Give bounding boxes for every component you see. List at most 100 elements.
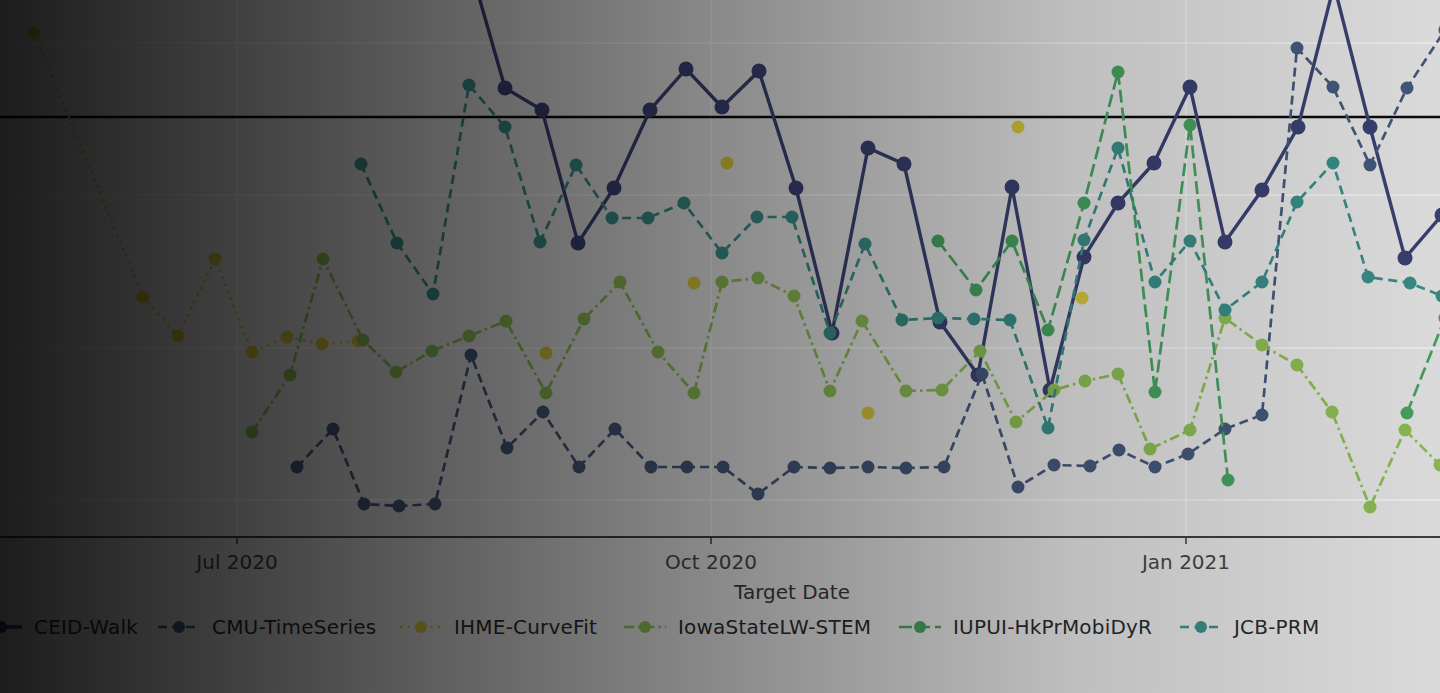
legend-label: CMU-TimeSeries bbox=[212, 615, 377, 639]
series-marker-IowaStateLW-STEM bbox=[752, 272, 765, 285]
series-marker-IowaStateLW-STEM bbox=[246, 426, 259, 439]
series-marker-CMU-TimeSeries bbox=[1256, 409, 1269, 422]
legend-label: IHME-CurveFit bbox=[454, 615, 597, 639]
legend-label: JCB-PRM bbox=[1234, 615, 1319, 639]
series-marker-JCB-PRM bbox=[896, 314, 909, 327]
series-marker-JCB-PRM bbox=[499, 121, 512, 134]
series-marker-JCB-PRM bbox=[1404, 277, 1417, 290]
series-marker-CMU-TimeSeries bbox=[537, 406, 550, 419]
series-marker-CMU-TimeSeries bbox=[1291, 42, 1304, 55]
series-marker-CMU-TimeSeries bbox=[681, 461, 694, 474]
series-marker-IHME-CurveFit bbox=[540, 347, 553, 360]
series-marker-JCB-PRM bbox=[642, 212, 655, 225]
series-marker-CEID-Walk bbox=[1291, 120, 1306, 135]
series-marker-JCB-PRM bbox=[824, 327, 837, 340]
series-marker-JCB-PRM bbox=[355, 158, 368, 171]
legend-item-IUPUI-HkPrMobiDyR[interactable]: IUPUI-HkPrMobiDyR bbox=[899, 613, 1152, 641]
series-marker-IUPUI-HkPrMobiDyR bbox=[1112, 66, 1125, 79]
series-marker-IowaStateLW-STEM bbox=[1326, 406, 1339, 419]
series-marker-CEID-Walk bbox=[1398, 251, 1413, 266]
series-marker-CMU-TimeSeries bbox=[609, 423, 622, 436]
series-marker-CEID-Walk bbox=[571, 236, 586, 251]
series-marker-CEID-Walk bbox=[679, 62, 694, 77]
legend-item-IHME-CurveFit[interactable]: IHME-CurveFit bbox=[400, 613, 597, 641]
series-marker-CMU-TimeSeries bbox=[824, 462, 837, 475]
series-marker-CMU-TimeSeries bbox=[1113, 444, 1126, 457]
series-marker-CMU-TimeSeries bbox=[900, 462, 913, 475]
legend-swatch bbox=[158, 617, 200, 637]
series-marker-IHME-CurveFit bbox=[721, 157, 734, 170]
series-marker-IUPUI-HkPrMobiDyR bbox=[1149, 386, 1162, 399]
series-marker-CMU-TimeSeries bbox=[976, 368, 989, 381]
series-marker-IUPUI-HkPrMobiDyR bbox=[1222, 474, 1235, 487]
legend-swatch-marker bbox=[1195, 621, 1207, 633]
series-marker-JCB-PRM bbox=[427, 288, 440, 301]
series-marker-IowaStateLW-STEM bbox=[500, 315, 513, 328]
series-marker-CMU-TimeSeries bbox=[1048, 459, 1061, 472]
series-marker-IUPUI-HkPrMobiDyR bbox=[1078, 197, 1091, 210]
series-marker-CMU-TimeSeries bbox=[573, 461, 586, 474]
series-marker-CMU-TimeSeries bbox=[465, 349, 478, 362]
series-marker-IHME-CurveFit bbox=[209, 253, 222, 266]
series-marker-CMU-TimeSeries bbox=[1364, 159, 1377, 172]
series-marker-IUPUI-HkPrMobiDyR bbox=[970, 284, 983, 297]
x-axis-title: Target Date bbox=[734, 580, 850, 604]
series-marker-JCB-PRM bbox=[391, 237, 404, 250]
series-marker-IHME-CurveFit bbox=[688, 277, 701, 290]
series-marker-IHME-CurveFit bbox=[1076, 292, 1089, 305]
series-marker-CEID-Walk bbox=[1147, 156, 1162, 171]
series-marker-CMU-TimeSeries bbox=[501, 442, 514, 455]
series-marker-CMU-TimeSeries bbox=[862, 461, 875, 474]
legend-item-IowaStateLW-STEM[interactable]: IowaStateLW-STEM bbox=[624, 613, 871, 641]
series-marker-IowaStateLW-STEM bbox=[463, 330, 476, 343]
series-marker-JCB-PRM bbox=[1291, 196, 1304, 209]
series-marker-JCB-PRM bbox=[678, 197, 691, 210]
series-marker-IUPUI-HkPrMobiDyR bbox=[1042, 324, 1055, 337]
series-marker-IHME-CurveFit bbox=[862, 407, 875, 420]
series-marker-CEID-Walk bbox=[715, 100, 730, 115]
series-marker-IowaStateLW-STEM bbox=[1256, 339, 1269, 352]
legend-swatch-marker bbox=[0, 621, 7, 633]
series-marker-IowaStateLW-STEM bbox=[357, 334, 370, 347]
series-marker-IHME-CurveFit bbox=[28, 27, 41, 40]
series-marker-IowaStateLW-STEM bbox=[1010, 416, 1023, 429]
legend-swatch-marker bbox=[415, 621, 427, 633]
chart-page: { "chart_data": { "type": "line", "title… bbox=[0, 0, 1440, 693]
series-marker-IowaStateLW-STEM bbox=[716, 276, 729, 289]
series-marker-JCB-PRM bbox=[968, 313, 981, 326]
series-marker-CMU-TimeSeries bbox=[938, 461, 951, 474]
legend-swatch bbox=[0, 617, 22, 637]
series-marker-IowaStateLW-STEM bbox=[540, 387, 553, 400]
series-marker-IUPUI-HkPrMobiDyR bbox=[1184, 119, 1197, 132]
series-marker-JCB-PRM bbox=[1149, 276, 1162, 289]
series-marker-IowaStateLW-STEM bbox=[1364, 501, 1377, 514]
legend-item-CEID-Walk[interactable]: CEID-Walk bbox=[0, 613, 138, 641]
series-marker-JCB-PRM bbox=[716, 247, 729, 260]
legend-label: CEID-Walk bbox=[34, 615, 138, 639]
series-marker-IowaStateLW-STEM bbox=[900, 385, 913, 398]
series-marker-IowaStateLW-STEM bbox=[824, 385, 837, 398]
legend-swatch-marker bbox=[173, 621, 185, 633]
legend-item-JCB-PRM[interactable]: JCB-PRM bbox=[1180, 613, 1319, 641]
legend-item-CMU-TimeSeries[interactable]: CMU-TimeSeries bbox=[158, 613, 377, 641]
series-marker-IHME-CurveFit bbox=[172, 330, 185, 343]
series-marker-CMU-TimeSeries bbox=[393, 500, 406, 513]
series-marker-CMU-TimeSeries bbox=[291, 461, 304, 474]
series-marker-CMU-TimeSeries bbox=[358, 498, 371, 511]
series-marker-CEID-Walk bbox=[498, 81, 513, 96]
series-marker-IUPUI-HkPrMobiDyR bbox=[1401, 407, 1414, 420]
series-marker-CMU-TimeSeries bbox=[1084, 460, 1097, 473]
legend-swatch-marker bbox=[914, 621, 926, 633]
series-marker-IowaStateLW-STEM bbox=[1184, 424, 1197, 437]
legend-swatch bbox=[624, 617, 666, 637]
legend-swatch bbox=[1180, 617, 1222, 637]
x-tick-label: Jul 2020 bbox=[196, 550, 277, 574]
series-marker-IowaStateLW-STEM bbox=[426, 345, 439, 358]
forecast-line-chart bbox=[0, 0, 1440, 693]
series-marker-IowaStateLW-STEM bbox=[284, 369, 297, 382]
series-marker-CMU-TimeSeries bbox=[429, 498, 442, 511]
series-marker-JCB-PRM bbox=[1112, 142, 1125, 155]
legend-label: IowaStateLW-STEM bbox=[678, 615, 871, 639]
legend-swatch-marker bbox=[639, 621, 651, 633]
series-marker-IowaStateLW-STEM bbox=[1079, 375, 1092, 388]
